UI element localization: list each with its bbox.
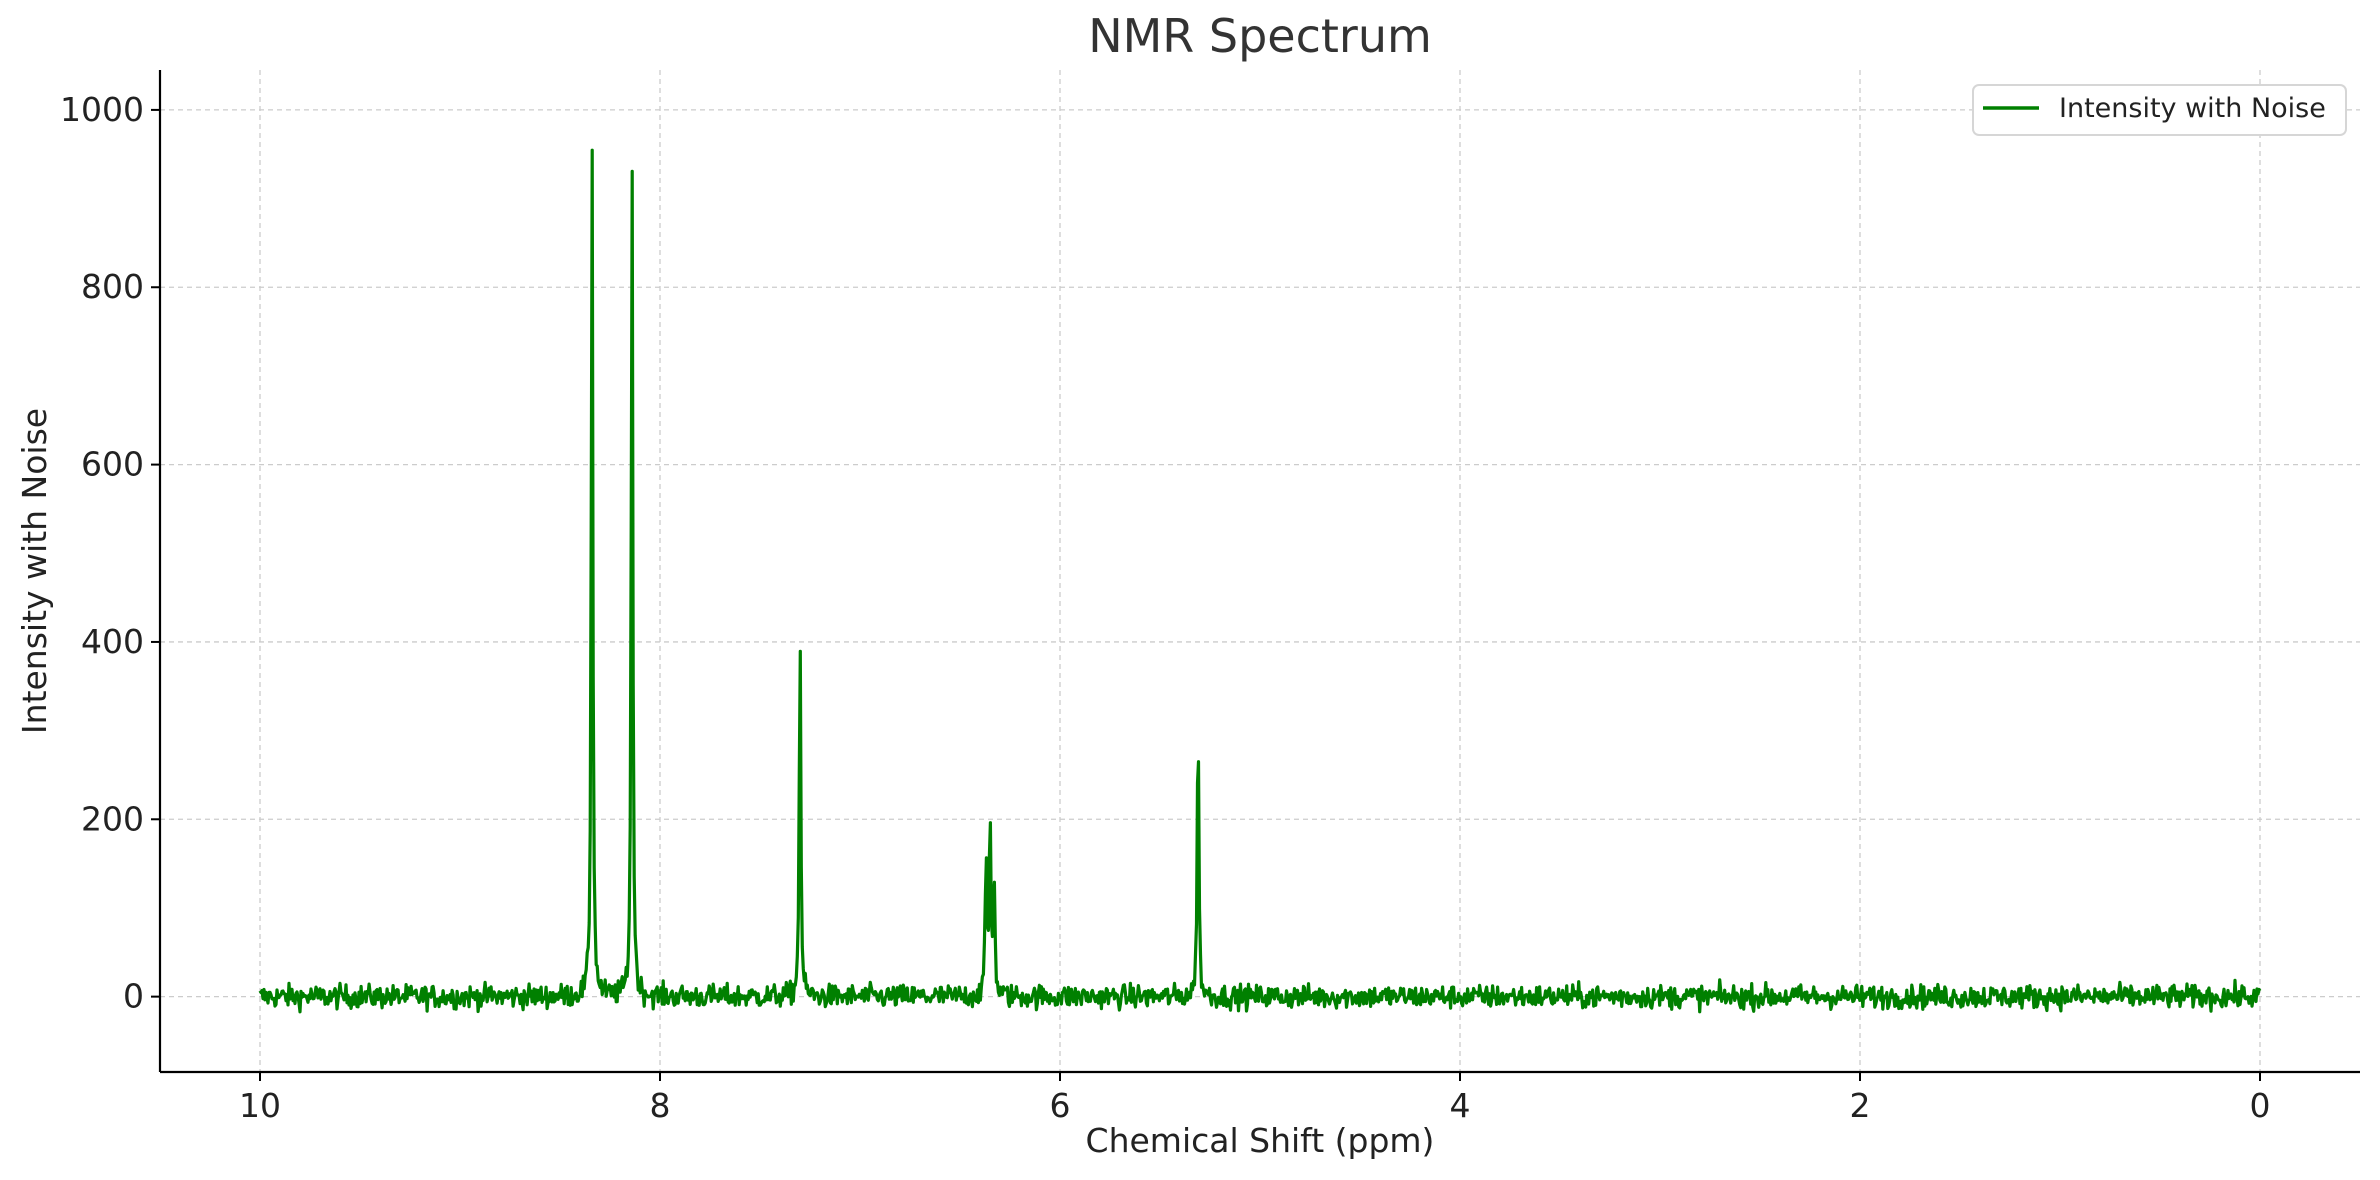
x-tick-label: 4 bbox=[1450, 1086, 1471, 1125]
x-tick-label: 6 bbox=[1050, 1086, 1071, 1125]
y-tick-label: 1000 bbox=[60, 90, 144, 129]
legend: Intensity with Noise bbox=[1972, 84, 2347, 136]
y-tick-label: 400 bbox=[81, 622, 144, 661]
spectrum-line bbox=[258, 148, 2262, 1014]
x-tick-label: 0 bbox=[2250, 1086, 2271, 1125]
legend-label: Intensity with Noise bbox=[2059, 93, 2326, 124]
x-tick-label: 8 bbox=[650, 1086, 671, 1125]
grid-lines bbox=[160, 70, 2360, 1072]
y-axis-label: Intensity with Noise bbox=[15, 408, 54, 734]
y-tick-label: 200 bbox=[81, 799, 144, 838]
plot-area bbox=[258, 148, 2262, 1014]
y-tick-label: 0 bbox=[123, 977, 144, 1016]
y-tick-label: 600 bbox=[81, 445, 144, 484]
y-tick-label: 800 bbox=[81, 267, 144, 306]
x-axis-ticks: 10 8 6 4 2 0 bbox=[239, 1072, 2271, 1125]
y-axis-ticks: 0 200 400 600 800 1000 bbox=[60, 90, 160, 1016]
x-axis-label: Chemical Shift (ppm) bbox=[1086, 1121, 1435, 1160]
x-tick-label: 10 bbox=[239, 1086, 281, 1125]
x-tick-label: 2 bbox=[1850, 1086, 1871, 1125]
chart-title: NMR Spectrum bbox=[1088, 9, 1432, 63]
legend-box bbox=[1972, 84, 2347, 136]
